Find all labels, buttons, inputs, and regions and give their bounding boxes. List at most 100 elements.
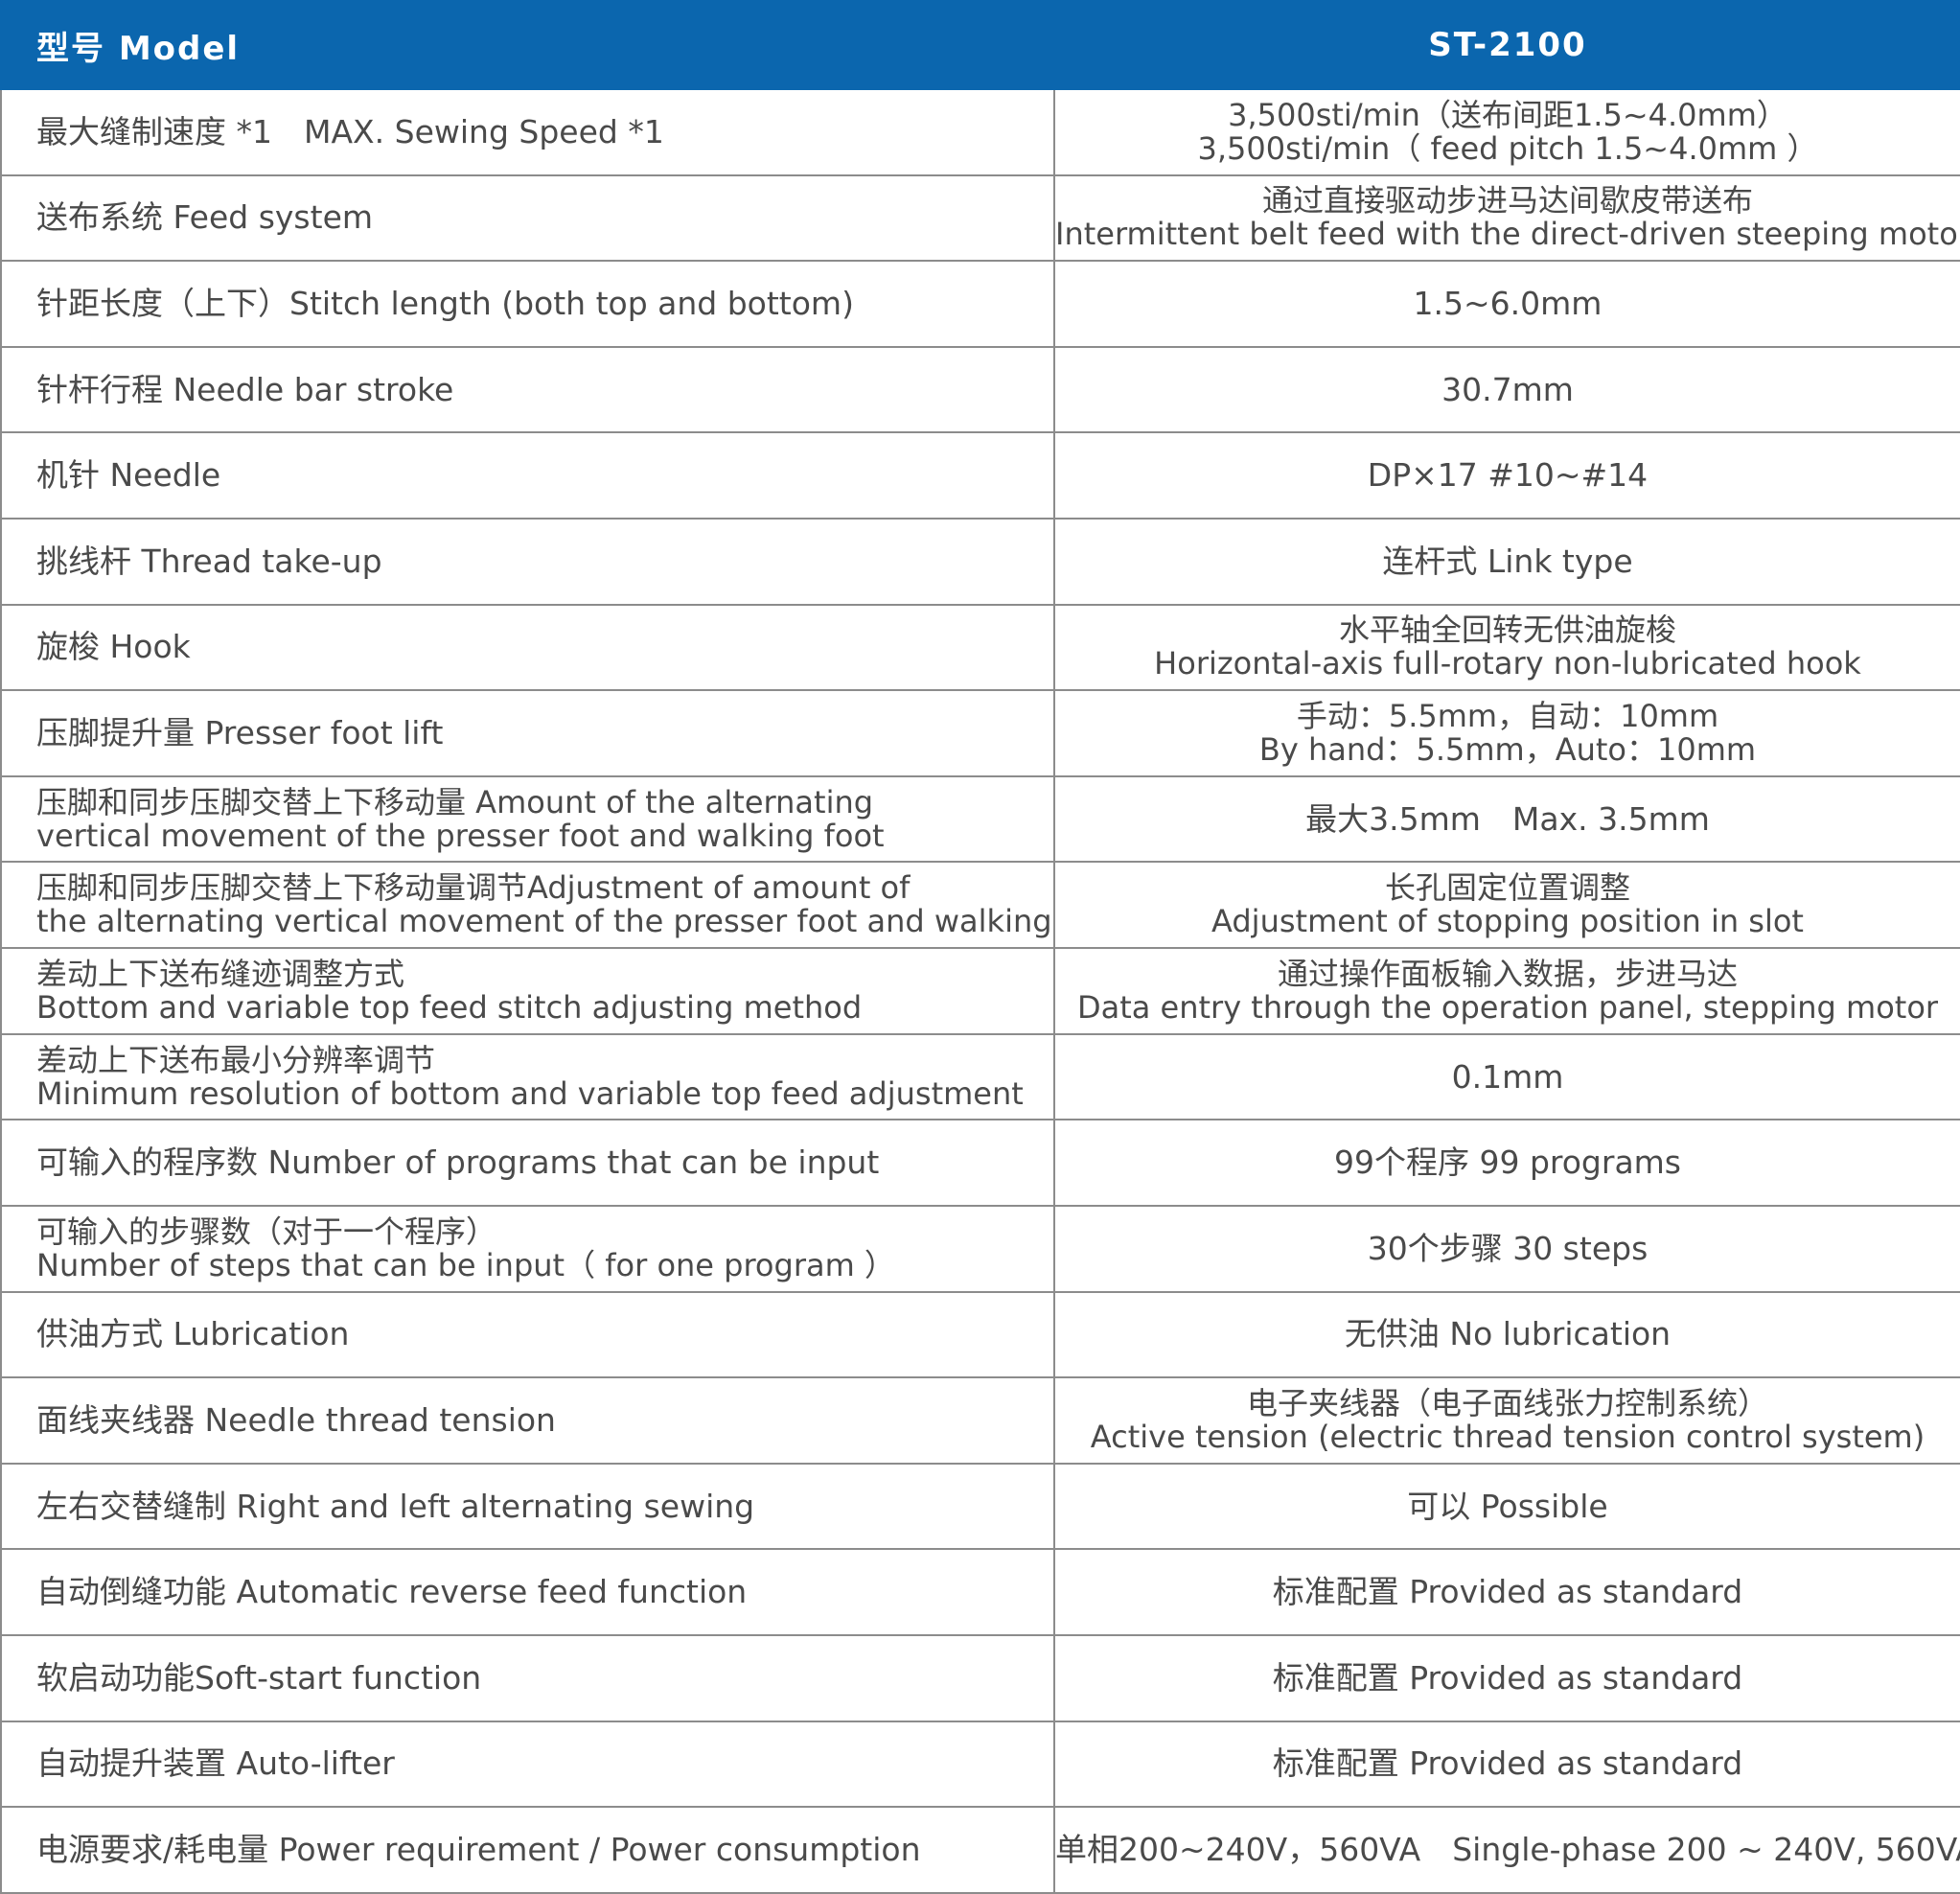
spec-value-line: 0.1mm (1451, 1057, 1564, 1096)
spec-value-line: Active tension (electric thread tension … (1090, 1418, 1925, 1455)
spec-parameter-line: 可输入的程序数 Number of programs that can be i… (36, 1143, 880, 1182)
spec-value: 长孔固定位置调整 Adjustment of stopping position … (1053, 861, 1960, 950)
spec-value-line: 1.5~6.0mm (1413, 285, 1603, 323)
table-row: 挑线杆 Thread take-up 连杆式 Link type (0, 518, 1960, 606)
spec-value-line: 长孔固定位置调整 (1384, 869, 1630, 907)
spec-parameter-line: 可输入的步骤数（对于一个程序） (36, 1213, 497, 1250)
table-row: 软启动功能Soft-start function 标准配置 Provided as… (0, 1633, 1960, 1722)
spec-parameter-line: 差动上下送布最小分辨率调节 (36, 1041, 436, 1078)
spec-parameter: 压脚和同步压脚交替上下移动量 Amount of the alternating… (0, 774, 1055, 864)
spec-value: 无供油 No lubrication (1053, 1290, 1960, 1379)
spec-parameter-line: 压脚提升量 Presser foot lift (36, 714, 444, 752)
table-row: 供油方式 Lubrication 无供油 No lubrication (0, 1290, 1960, 1379)
spec-value: 99个程序 99 programs (1053, 1119, 1960, 1207)
spec-value-line: 3,500sti/min（送布间距1.5~4.0mm） (1228, 96, 1787, 133)
table-row: 针杆行程 Needle bar stroke 30.7mm (0, 345, 1960, 434)
spec-parameter: 可输入的步骤数（对于一个程序） Number of steps that can … (0, 1204, 1055, 1293)
header-row: 型号 Model ST-2100 (0, 0, 1960, 90)
spec-parameter-line: Minimum resolution of bottom and variabl… (36, 1074, 1024, 1112)
spec-parameter: 送布系统 Feed system (0, 173, 1055, 263)
table-row: 差动上下送布最小分辨率调节 Minimum resolution of botto… (0, 1032, 1960, 1121)
spec-parameter-line: 差动上下送布缝迹调整方式 (36, 955, 405, 992)
table-row: 机针 Needle DP×17 #10~#14 (0, 431, 1960, 520)
table-row: 自动提升装置 Auto-lifter 标准配置 Provided as stand… (0, 1720, 1960, 1809)
spec-parameter-line: 针杆行程 Needle bar stroke (36, 370, 454, 408)
spec-parameter: 差动上下送布最小分辨率调节 Minimum resolution of botto… (0, 1032, 1055, 1121)
spec-value-line: 最大3.5mm Max. 3.5mm (1305, 799, 1710, 838)
spec-value-line: 手动：5.5mm，自动：10mm (1296, 698, 1719, 735)
spec-parameter: 最大缝制速度 *1 MAX. Sewing Speed *1 (0, 88, 1055, 176)
spec-parameter: 自动提升装置 Auto-lifter (0, 1720, 1055, 1809)
table-row: 可输入的程序数 Number of programs that can be i… (0, 1119, 1960, 1207)
spec-value: 电子夹线器（电子面线张力控制系统） Active tension (electri… (1053, 1376, 1960, 1465)
spec-parameter: 压脚和同步压脚交替上下移动量调节Adjustment of amount of t… (0, 861, 1055, 950)
header-model-name: ST-2100 (1053, 0, 1960, 90)
spec-value: 1.5~6.0mm (1053, 260, 1960, 348)
spec-value-line: 通过直接驱动步进马达间歇皮带送布 (1261, 182, 1753, 219)
spec-value: 最大3.5mm Max. 3.5mm (1053, 774, 1960, 864)
spec-parameter: 机针 Needle (0, 431, 1055, 520)
spec-value: 连杆式 Link type (1053, 518, 1960, 606)
spec-parameter-line: 左右交替缝制 Right and left alternating sewing (36, 1487, 755, 1525)
spec-value-line: 标准配置 Provided as standard (1272, 1658, 1743, 1697)
table-row: 最大缝制速度 *1 MAX. Sewing Speed *1 3,500sti/m… (0, 88, 1960, 176)
spec-value: 3,500sti/min（送布间距1.5~4.0mm） 3,500sti/min（… (1053, 88, 1960, 176)
spec-value-line: 电子夹线器（电子面线张力控制系统） (1246, 1384, 1768, 1421)
spec-value-line: Horizontal-axis full-rotary non-lubricat… (1154, 645, 1861, 682)
spec-value-line: DP×17 #10~#14 (1367, 456, 1649, 495)
spec-parameter-line: 面线夹线器 Needle thread tension (36, 1400, 556, 1439)
spec-value-line: Adjustment of stopping position in slot (1211, 903, 1804, 940)
table-header: 型号 Model ST-2100 (0, 0, 1960, 90)
spec-value-line: 连杆式 Link type (1382, 542, 1633, 580)
spec-value-line: 可以 Possible (1407, 1487, 1608, 1525)
spec-parameter-line: 压脚和同步压脚交替上下移动量调节Adjustment of amount of (36, 869, 911, 907)
spec-parameter-line: 最大缝制速度 *1 MAX. Sewing Speed *1 (36, 112, 664, 150)
spec-value-line: By hand：5.5mm，Auto：10mm (1258, 731, 1757, 769)
spec-parameter: 电源要求/耗电量 Power requirement / Power consu… (0, 1806, 1055, 1894)
spec-value-line: Intermittent belt feed with the direct-d… (1055, 216, 1960, 253)
table-row: 压脚和同步压脚交替上下移动量 Amount of the alternating… (0, 774, 1960, 864)
spec-parameter-line: 旋梭 Hook (36, 628, 191, 666)
spec-value: 水平轴全回转无供油旋梭 Horizontal-axis full-rotary n… (1053, 603, 1960, 692)
table-row: 压脚和同步压脚交替上下移动量调节Adjustment of amount of t… (0, 861, 1960, 950)
spec-value: 标准配置 Provided as standard (1053, 1633, 1960, 1722)
spec-value-line: 单相200~240V，560VA Single-phase 200 ~ 240V… (1055, 1831, 1960, 1869)
table-body: 最大缝制速度 *1 MAX. Sewing Speed *1 3,500sti/m… (0, 88, 1960, 1894)
spec-parameter: 压脚提升量 Presser foot lift (0, 689, 1055, 777)
spec-parameter-line: 机针 Needle (36, 456, 221, 495)
spec-value-line: 通过操作面板输入数据，步进马达 (1277, 955, 1738, 992)
table-row: 差动上下送布缝迹调整方式 Bottom and variable top feed… (0, 947, 1960, 1035)
spec-parameter: 挑线杆 Thread take-up (0, 518, 1055, 606)
spec-parameter-line: 压脚和同步压脚交替上下移动量 Amount of the alternating (36, 783, 874, 820)
spec-parameter-line: 挑线杆 Thread take-up (36, 542, 382, 580)
spec-parameter: 供油方式 Lubrication (0, 1290, 1055, 1379)
table-row: 面线夹线器 Needle thread tension 电子夹线器（电子面线张力控… (0, 1376, 1960, 1465)
spec-parameter-line: 供油方式 Lubrication (36, 1315, 350, 1353)
table-row: 自动倒缝功能 Automatic reverse feed function 标准… (0, 1548, 1960, 1636)
spec-parameter: 软启动功能Soft-start function (0, 1633, 1055, 1722)
table-row: 旋梭 Hook 水平轴全回转无供油旋梭 Horizontal-axis full-r… (0, 603, 1960, 692)
spec-parameter-line: 针距长度（上下）Stitch length (both top and bott… (36, 285, 854, 323)
spec-parameter: 自动倒缝功能 Automatic reverse feed function (0, 1548, 1055, 1636)
spec-value: 0.1mm (1053, 1032, 1960, 1121)
spec-parameter-line: 软启动功能Soft-start function (36, 1658, 482, 1697)
spec-parameter-line: the alternating vertical movement of the… (36, 903, 1054, 940)
spec-value-line: 30.7mm (1441, 370, 1574, 408)
header-param-label: 型号 Model (0, 0, 1055, 90)
table-row: 送布系统 Feed system 通过直接驱动步进马达间歇皮带送布 Intermit… (0, 173, 1960, 263)
spec-parameter: 左右交替缝制 Right and left alternating sewing (0, 1462, 1055, 1551)
table-row: 针距长度（上下）Stitch length (both top and bott… (0, 260, 1960, 348)
table-row: 电源要求/耗电量 Power requirement / Power consu… (0, 1806, 1960, 1894)
spec-value: 30.7mm (1053, 345, 1960, 434)
spec-value-line: 标准配置 Provided as standard (1272, 1744, 1743, 1783)
spec-parameter-line: Bottom and variable top feed stitch adju… (36, 988, 863, 1026)
spec-value: 手动：5.5mm，自动：10mm By hand：5.5mm，Auto：10mm (1053, 689, 1960, 777)
spec-parameter: 可输入的程序数 Number of programs that can be i… (0, 1119, 1055, 1207)
spec-value-line: 99个程序 99 programs (1333, 1143, 1682, 1182)
spec-value-line: 无供油 No lubrication (1344, 1315, 1672, 1353)
spec-value: 标准配置 Provided as standard (1053, 1720, 1960, 1809)
spec-value-line: 标准配置 Provided as standard (1272, 1573, 1743, 1611)
spec-parameter-line: Number of steps that can be input（ for o… (36, 1246, 895, 1283)
spec-value: 可以 Possible (1053, 1462, 1960, 1551)
